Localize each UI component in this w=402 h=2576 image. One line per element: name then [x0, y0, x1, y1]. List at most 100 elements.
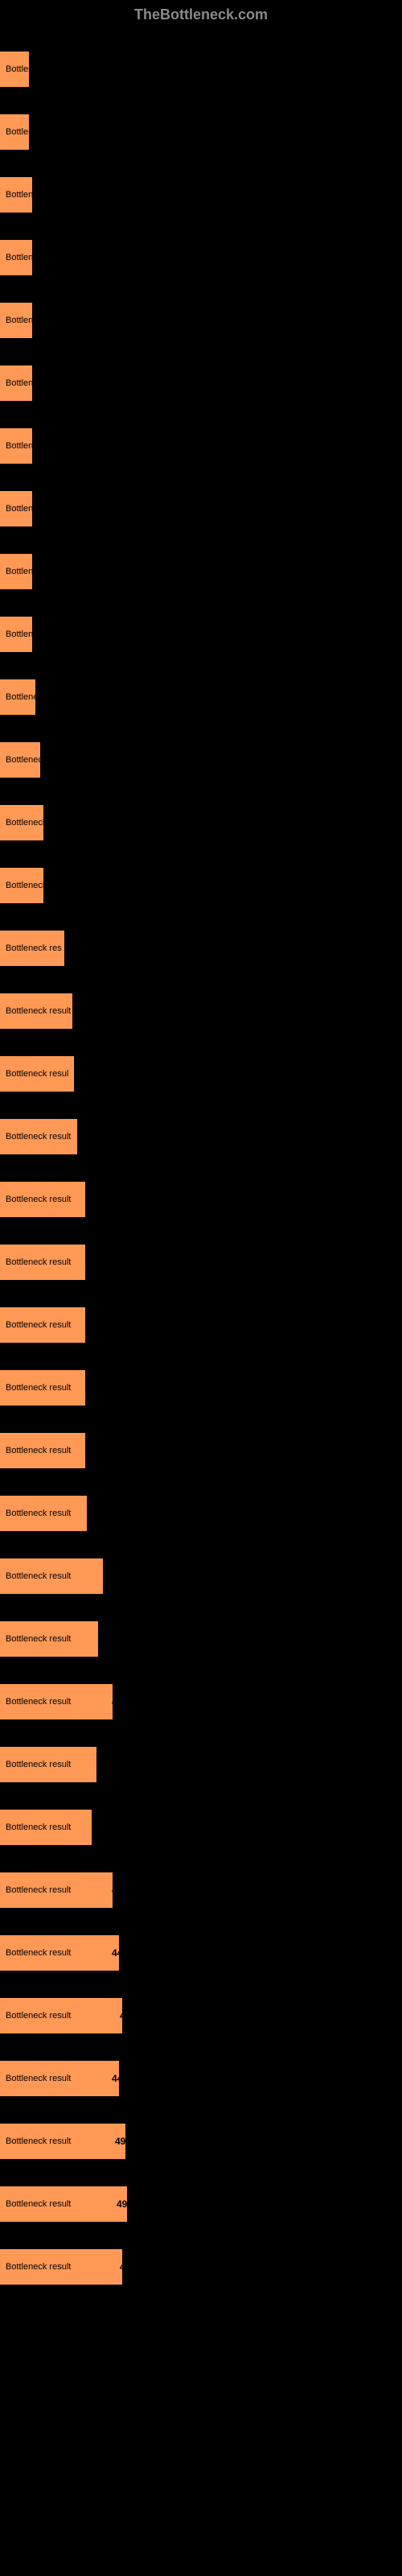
bar-row: Bottlene	[0, 163, 402, 226]
bar-label: Bottleneck result	[6, 1132, 71, 1141]
bar-label: Bottleneck	[6, 881, 47, 890]
bar-label: Bottlene	[6, 253, 38, 262]
bar-value: 49	[115, 2136, 125, 2147]
bar-row: Bottleneck result	[0, 1294, 402, 1356]
bar-label: Bottleneck result	[6, 1257, 71, 1267]
bar-row: Bottleneck result	[0, 1482, 402, 1545]
page-header: TheBottleneck.com	[0, 0, 402, 30]
bar: Bottlene	[0, 617, 32, 652]
bar-value: 44	[112, 1947, 122, 1959]
bar-label: Bottleneck resul	[6, 1069, 68, 1079]
bar-value: 49	[117, 2198, 127, 2210]
bar: Bottlen	[0, 52, 29, 87]
bar: Bottleneck result	[0, 1245, 85, 1280]
bar-label: Bottleneck result	[6, 1760, 71, 1769]
bar: Bottleneck result	[0, 1370, 85, 1406]
bar-label: Bottleneck	[6, 818, 47, 828]
bar-row: Bottleneck result	[0, 1168, 402, 1231]
bar-row: Bottleneck result 49	[0, 2110, 402, 2173]
bar: Bottleneck result	[0, 1496, 87, 1531]
bar-label: Bottleneck result	[6, 1509, 71, 1518]
bar-row: Bottleneck result 44	[0, 2047, 402, 2110]
bar: Bottlene	[0, 303, 32, 338]
bar-label: Bottlene	[6, 504, 38, 514]
bar-row: Bottleneck result 4	[0, 1670, 402, 1733]
bar-label: Bottleneck result	[6, 2136, 71, 2146]
bar-row: Bottleneck res	[0, 917, 402, 980]
bar: Bottleneck result	[0, 1119, 77, 1154]
bar: Bottleneck result 44	[0, 2061, 119, 2096]
bar-row: Bottlenec	[0, 666, 402, 729]
bar-row: Bottleneck result 44	[0, 1922, 402, 1984]
bar: Bottlene	[0, 428, 32, 464]
bar: Bottleneck result 49	[0, 2186, 127, 2222]
bar: Bottleneck	[0, 868, 43, 903]
bar-row: Bottlene	[0, 226, 402, 289]
bar: Bottleneck result4	[0, 1998, 122, 2033]
bar: Bottlene	[0, 491, 32, 526]
bar-row: Bottleneck result	[0, 1796, 402, 1859]
bar-row: Bottleneck result	[0, 1356, 402, 1419]
bar-row: Bottlen	[0, 38, 402, 101]
bar-row: Bottleneck	[0, 791, 402, 854]
bar: Bottlenec	[0, 742, 40, 778]
bar-label: Bottleneck result	[6, 1697, 71, 1707]
bar-row: Bottlenec	[0, 729, 402, 791]
bar-label: Bottleneck result	[6, 1195, 71, 1204]
bar-label: Bottleneck result	[6, 1823, 71, 1832]
bar-label: Bottlen	[6, 64, 33, 74]
bar-row: Bottlen	[0, 101, 402, 163]
bar-label: Bottleneck result	[6, 2074, 71, 2083]
bar-row: Bottleneck result	[0, 1419, 402, 1482]
bar-row: Bottleneck result4	[0, 2235, 402, 2298]
bar: Bottleneck res	[0, 931, 64, 966]
bar: Bottleneck result	[0, 1307, 85, 1343]
bar-label: Bottleneck result	[6, 1006, 71, 1016]
bar: Bottlen	[0, 114, 29, 150]
bar: Bottleneck result	[0, 1182, 85, 1217]
bar-row: Bottleneck result	[0, 1105, 402, 1168]
bar-row: Bottleneck result	[0, 1545, 402, 1608]
bar-row: Bottleneck result	[0, 1231, 402, 1294]
bar-row: Bottlene	[0, 603, 402, 666]
bar-label: Bottleneck result	[6, 1885, 71, 1895]
bar-row: Bottleneck	[0, 854, 402, 917]
bar: Bottlene	[0, 554, 32, 589]
bar: Bottleneck result	[0, 993, 72, 1029]
bar-label: Bottlene	[6, 316, 38, 325]
bar-label: Bottlenec	[6, 692, 43, 702]
bar-row: Bottleneck result 49	[0, 2173, 402, 2235]
bar-label: Bottleneck result	[6, 1320, 71, 1330]
bar-value: 4	[112, 1885, 117, 1896]
bar: Bottleneck result 44	[0, 1935, 119, 1971]
bar: Bottlene	[0, 365, 32, 401]
bar-label: Bottleneck result	[6, 1571, 71, 1581]
bar-row: Bottleneck result 4	[0, 1859, 402, 1922]
bar-label: Bottlene	[6, 378, 38, 388]
bar-label: Bottleneck result	[6, 2199, 71, 2209]
bar: Bottlene	[0, 240, 32, 275]
bar-row: Bottlene	[0, 289, 402, 352]
bar-row: Bottlene	[0, 352, 402, 415]
bar-row: Bottleneck result	[0, 1733, 402, 1796]
bar-value: 4	[120, 2261, 125, 2273]
site-name: TheBottleneck.com	[134, 6, 268, 23]
bottleneck-chart: BottlenBottlenBottleneBottleneBottleneBo…	[0, 30, 402, 2306]
bar-label: Bottlenec	[6, 755, 43, 765]
bar-row: Bottleneck result4	[0, 1984, 402, 2047]
bar: Bottleneck result	[0, 1810, 92, 1845]
bar-row: Bottlene	[0, 540, 402, 603]
bar: Bottleneck result4	[0, 1872, 113, 1908]
bar-label: Bottlen	[6, 127, 33, 137]
bar-label: Bottleneck result	[6, 1948, 71, 1958]
bar-label: Bottlene	[6, 441, 38, 451]
bar-label: Bottlene	[6, 567, 38, 576]
bar-row: Bottleneck resul	[0, 1042, 402, 1105]
bar: Bottleneck result 49	[0, 2124, 125, 2159]
bar-row: Bottleneck result	[0, 1608, 402, 1670]
bar-value: 4	[112, 1696, 117, 1707]
bar: Bottlenec	[0, 679, 35, 715]
bar: Bottlene	[0, 177, 32, 213]
bar-label: Bottlene	[6, 630, 38, 639]
bar-value: 44	[112, 2073, 122, 2084]
